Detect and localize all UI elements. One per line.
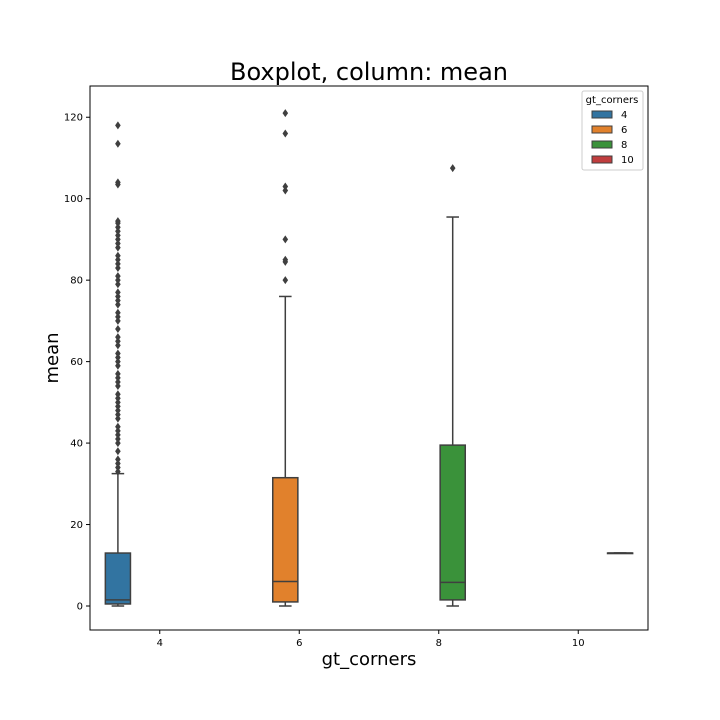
legend-swatch-10	[591, 155, 613, 164]
outlier-point	[115, 455, 121, 464]
outlier-point	[115, 259, 121, 268]
box-iqr	[271, 476, 299, 603]
box-iqr	[104, 552, 132, 605]
outlier-point	[115, 398, 121, 407]
outlier-point	[115, 300, 121, 309]
outlier-point	[115, 292, 121, 301]
y-tick-label: 80	[70, 276, 83, 287]
outlier-point	[115, 353, 121, 362]
legend-label-10: 10	[621, 155, 634, 166]
legend-swatch-4	[591, 110, 613, 119]
outlier-point	[115, 439, 121, 448]
outlier-point	[115, 272, 121, 281]
x-axis-label: gt_corners	[322, 649, 417, 670]
y-tick-label: 120	[64, 113, 83, 124]
outlier-point	[282, 235, 289, 244]
box-iqr	[439, 444, 467, 601]
box-series-group	[104, 109, 634, 607]
outlier-point	[115, 390, 121, 399]
outlier-point	[115, 422, 121, 431]
outlier-point	[282, 276, 289, 285]
outlier-point	[115, 430, 121, 439]
outlier-point	[115, 369, 121, 378]
outlier-point	[115, 349, 121, 358]
legend-label-8: 8	[621, 140, 627, 151]
outlier-point	[115, 239, 121, 248]
outlier-point	[449, 164, 456, 173]
legend-swatch-6	[591, 125, 613, 134]
y-tick-label: 0	[77, 602, 83, 613]
outlier-point	[282, 255, 289, 264]
outlier-point	[115, 251, 121, 260]
outlier-point	[115, 394, 121, 403]
outlier-point	[115, 296, 121, 305]
outlier-point	[115, 121, 121, 130]
y-axis-label: mean	[42, 332, 63, 383]
box-10	[606, 552, 634, 555]
outlier-point	[115, 402, 121, 411]
x-tick-label: 8	[436, 638, 442, 649]
chart-title: Boxplot, column: mean	[230, 58, 508, 86]
outlier-point	[115, 227, 121, 236]
box-6	[271, 109, 299, 607]
box-8	[439, 164, 467, 607]
outlier-point	[115, 463, 121, 472]
legend-label-4: 4	[621, 110, 627, 121]
outlier-point	[115, 333, 121, 342]
y-tick-label: 40	[70, 439, 83, 450]
legend-title: gt_corners	[586, 95, 639, 106]
outlier-point	[115, 406, 121, 415]
outlier-point	[115, 361, 121, 370]
outlier-point	[115, 217, 121, 226]
outlier-point	[282, 109, 289, 118]
outlier-point	[115, 410, 121, 419]
outlier-point	[115, 280, 121, 289]
outlier-point	[115, 426, 121, 435]
outlier-point	[115, 373, 121, 382]
y-tick-label: 100	[64, 194, 83, 205]
outlier-point	[115, 382, 121, 391]
outlier-point	[115, 447, 121, 456]
outlier-point	[115, 414, 121, 423]
legend-swatch-8	[591, 140, 613, 149]
outlier-point	[282, 129, 289, 138]
outlier-point	[115, 341, 121, 350]
outlier-point	[115, 337, 121, 346]
outlier-point	[115, 357, 121, 366]
outlier-point	[115, 223, 121, 232]
legend-label-6: 6	[621, 125, 627, 136]
outlier-point	[115, 276, 121, 285]
x-tick-label: 4	[157, 638, 163, 649]
y-tick-label: 20	[70, 520, 83, 531]
outlier-point	[115, 235, 121, 244]
outlier-point	[115, 377, 121, 386]
outlier-point	[115, 308, 121, 317]
y-tick-label: 60	[70, 357, 83, 368]
outlier-point	[115, 288, 121, 297]
plot-frame	[89, 85, 649, 631]
legend-items: 4 6 8 10	[591, 110, 634, 166]
y-axis: 0 20 40 60 80 100 120	[64, 113, 90, 613]
outlier-point	[115, 459, 121, 468]
outlier-point	[115, 255, 121, 264]
outlier-point	[115, 325, 121, 334]
outlier-point	[115, 243, 121, 252]
outlier-point	[282, 182, 289, 191]
outlier-point	[115, 467, 121, 476]
outlier-point	[115, 435, 121, 444]
x-axis: 4 6 8 10	[157, 630, 585, 649]
outlier-point	[115, 263, 121, 272]
outlier-point	[115, 178, 121, 187]
x-tick-label: 6	[296, 638, 302, 649]
outlier-point	[115, 139, 121, 148]
legend: gt_corners 4 6 8 10	[581, 90, 644, 171]
outlier-point	[115, 231, 121, 240]
outlier-point	[115, 316, 121, 325]
outlier-point	[282, 186, 289, 195]
box-4	[104, 121, 132, 607]
outlier-point	[115, 312, 121, 321]
x-tick-label: 10	[572, 638, 585, 649]
